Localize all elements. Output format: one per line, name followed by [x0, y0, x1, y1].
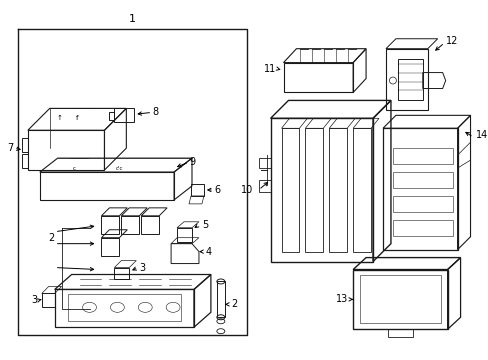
- Text: 1: 1: [128, 14, 136, 24]
- Text: c: c: [73, 166, 76, 171]
- Text: 2: 2: [48, 233, 55, 243]
- Text: 6: 6: [213, 185, 220, 195]
- Text: c'c: c'c: [115, 166, 123, 171]
- Text: 2: 2: [230, 300, 237, 309]
- Text: 3: 3: [139, 262, 145, 273]
- Text: 11: 11: [264, 64, 276, 73]
- Text: 10: 10: [241, 185, 253, 195]
- Text: 7: 7: [8, 143, 14, 153]
- Text: 12: 12: [445, 36, 457, 46]
- Text: ↑: ↑: [57, 115, 62, 121]
- Text: 4: 4: [205, 247, 212, 257]
- Text: 13: 13: [335, 294, 347, 304]
- Text: f: f: [76, 115, 79, 121]
- Text: 8: 8: [152, 107, 158, 117]
- Text: 14: 14: [474, 130, 487, 140]
- Text: 9: 9: [189, 157, 195, 167]
- Text: 3: 3: [32, 295, 38, 305]
- Text: 5: 5: [202, 220, 208, 230]
